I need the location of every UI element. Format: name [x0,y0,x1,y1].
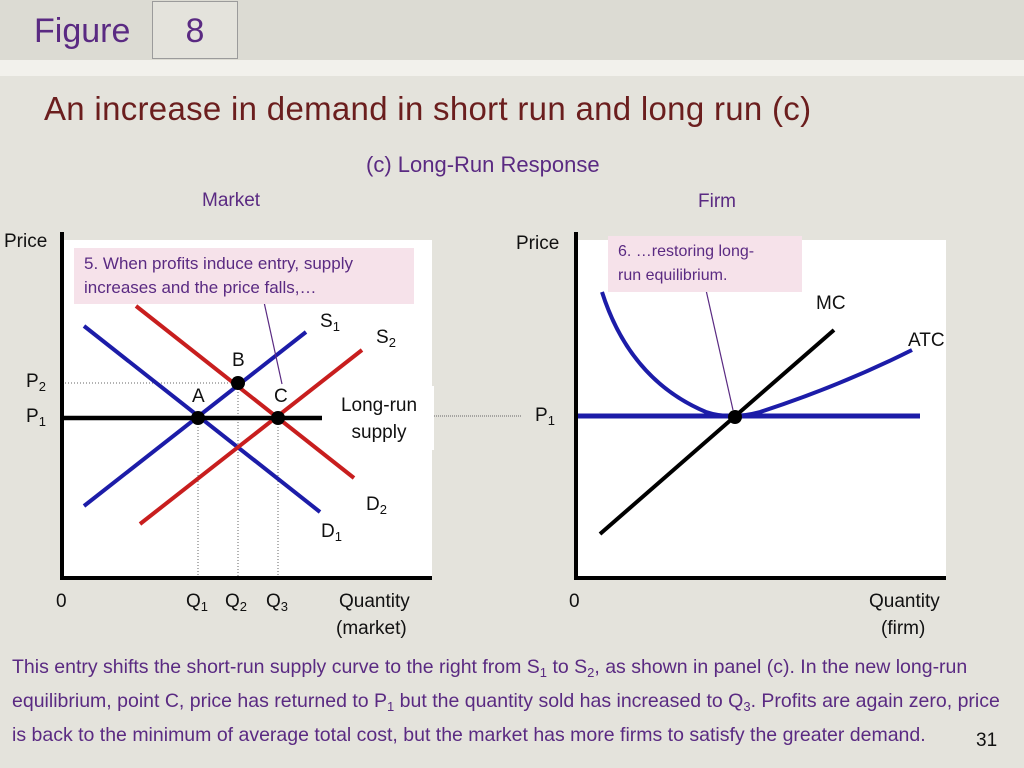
firm-panel-label: Firm [698,191,736,212]
label-d2: D2 [366,494,387,517]
label-point-a: A [192,386,205,407]
firm-qty-label-line2: (firm) [881,618,926,639]
firm-note-line2: run equilibrium. [618,267,728,284]
header-stripe [0,60,1024,76]
page-number: 31 [976,730,998,751]
label-p1-market: P1 [26,406,46,429]
label-d1: D1 [321,521,342,544]
market-note: 5. When profits induce entry, supply inc… [74,248,414,304]
firm-equilibrium-point [728,410,742,424]
label-point-c: C [274,386,288,407]
long-run-supply-line1: Long-run [340,395,418,416]
firm-note-line1: 6. …restoring long- [618,243,755,260]
label-p1-firm: P1 [535,405,555,428]
slide-subtitle: (c) Long-Run Response [366,152,600,177]
point-a [191,411,205,425]
supply-curve-s2 [138,348,364,526]
market-note-line2: increases and the price falls,… [84,278,317,297]
long-run-supply-line2: supply [351,422,407,443]
label-s2: S2 [376,327,396,350]
firm-note-pointer [705,289,734,411]
firm-plot-area [576,240,946,578]
mc-curve [598,328,836,536]
label-atc: ATC [908,330,945,351]
market-qty-label-line2: (market) [336,618,407,639]
market-origin-label: 0 [56,591,67,612]
market-note-pointer [263,301,283,385]
firm-price-axis-label: Price [516,233,560,254]
point-c [271,411,285,425]
slide-title: An increase in demand in short run and l… [44,90,812,127]
firm-note: 6. …restoring long- run equilibrium. [608,236,802,292]
figure-word: Figure [34,12,131,50]
point-b [231,376,245,390]
market-panel-label: Market [202,190,261,211]
label-q1: Q1 [186,591,209,614]
firm-origin-label: 0 [569,591,580,612]
market-price-axis-label: Price [4,231,48,252]
long-run-supply-label: Long-run supply [324,386,434,450]
label-q2: Q2 [225,591,248,614]
market-qty-label-line1: Quantity [339,591,410,612]
figure-number: 8 [152,1,238,59]
label-q3: Q3 [266,591,289,614]
demand-curve-d2 [134,304,356,480]
market-note-line1: 5. When profits induce entry, supply [84,254,353,273]
caption-text: This entry shifts the short-run supply c… [12,656,1000,746]
label-p2: P2 [26,371,46,394]
label-s1: S1 [320,311,340,334]
label-mc: MC [816,293,846,314]
firm-qty-label-line1: Quantity [869,591,940,612]
label-point-b: B [232,350,245,371]
